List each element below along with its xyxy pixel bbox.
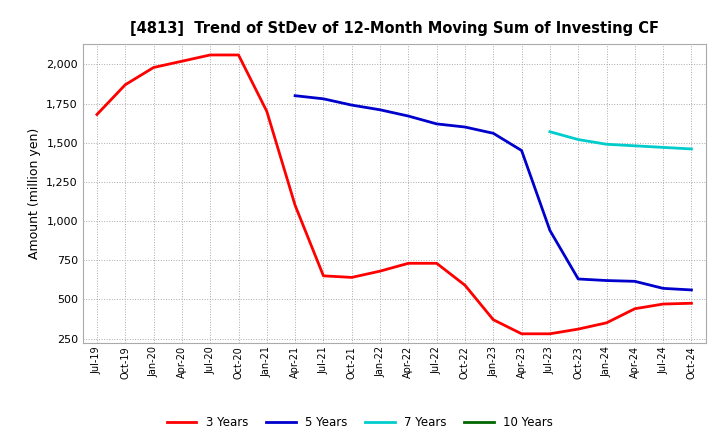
Title: [4813]  Trend of StDev of 12-Month Moving Sum of Investing CF: [4813] Trend of StDev of 12-Month Moving… [130,21,659,36]
Legend: 3 Years, 5 Years, 7 Years, 10 Years: 3 Years, 5 Years, 7 Years, 10 Years [162,412,558,434]
Y-axis label: Amount (million yen): Amount (million yen) [28,128,41,259]
